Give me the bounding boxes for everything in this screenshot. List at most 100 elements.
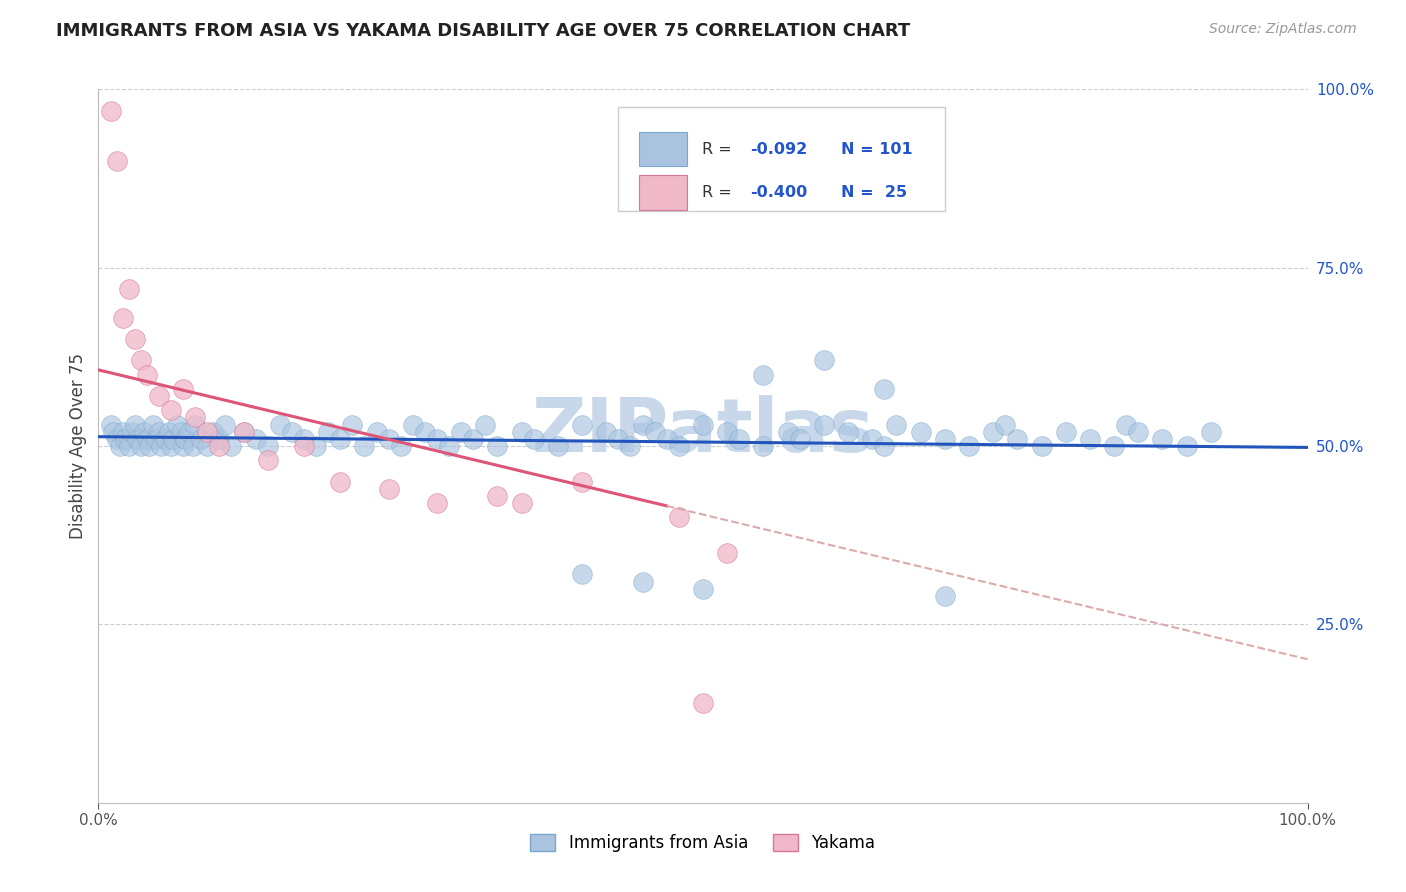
Point <box>172 439 194 453</box>
Point <box>571 417 593 432</box>
Text: Source: ZipAtlas.com: Source: ZipAtlas.com <box>1209 22 1357 37</box>
Bar <box>638 176 688 210</box>
Point <box>402 417 425 432</box>
Point <box>111 310 134 325</box>
Point <box>426 496 449 510</box>
Point <box>208 432 231 446</box>
Point <box>162 432 184 446</box>
Point <box>1152 432 1174 446</box>
Point <box>121 425 143 439</box>
Point <box>595 425 617 439</box>
Text: N =  25: N = 25 <box>841 185 907 200</box>
Point <box>752 439 775 453</box>
Point <box>118 439 141 453</box>
Point <box>202 425 225 439</box>
Point <box>108 439 131 453</box>
Point <box>134 425 156 439</box>
Point <box>860 432 883 446</box>
Point <box>934 432 956 446</box>
Point <box>813 353 835 368</box>
Point <box>150 439 173 453</box>
Point <box>114 432 136 446</box>
Point <box>124 332 146 346</box>
Point <box>1128 425 1150 439</box>
Point <box>692 696 714 710</box>
Point <box>232 425 254 439</box>
Point <box>510 425 533 439</box>
Point <box>105 432 128 446</box>
Point <box>910 425 932 439</box>
Point <box>873 439 896 453</box>
Point <box>510 496 533 510</box>
Point <box>221 439 243 453</box>
Point <box>329 475 352 489</box>
Point <box>305 439 328 453</box>
Point <box>571 567 593 582</box>
Point <box>450 425 472 439</box>
Point <box>111 425 134 439</box>
Point <box>413 425 436 439</box>
Point <box>256 453 278 467</box>
Point <box>316 425 339 439</box>
Point <box>256 439 278 453</box>
Point <box>668 510 690 524</box>
Point <box>486 439 509 453</box>
Point <box>129 353 152 368</box>
Point <box>124 417 146 432</box>
Point <box>195 439 218 453</box>
Point <box>692 417 714 432</box>
Point <box>668 439 690 453</box>
Point <box>389 439 412 453</box>
Point <box>474 417 496 432</box>
Point <box>934 589 956 603</box>
Point <box>174 432 197 446</box>
Point <box>1115 417 1137 432</box>
Point <box>1054 425 1077 439</box>
Point <box>1031 439 1053 453</box>
Point <box>377 432 399 446</box>
Point <box>148 425 170 439</box>
Point <box>190 432 212 446</box>
Point <box>1102 439 1125 453</box>
Point <box>728 432 751 446</box>
Text: -0.092: -0.092 <box>751 142 807 157</box>
Point <box>269 417 291 432</box>
Point <box>644 425 666 439</box>
Point <box>329 432 352 446</box>
Point <box>353 439 375 453</box>
Point <box>873 382 896 396</box>
Point <box>181 439 204 453</box>
Point <box>776 425 799 439</box>
Point <box>886 417 908 432</box>
Point <box>571 475 593 489</box>
Point <box>184 417 207 432</box>
Point <box>100 103 122 118</box>
Point <box>631 417 654 432</box>
Point <box>813 417 835 432</box>
Point <box>607 432 630 446</box>
Text: -0.400: -0.400 <box>751 185 807 200</box>
Point <box>377 482 399 496</box>
Point <box>245 432 267 446</box>
Text: IMMIGRANTS FROM ASIA VS YAKAMA DISABILITY AGE OVER 75 CORRELATION CHART: IMMIGRANTS FROM ASIA VS YAKAMA DISABILIT… <box>56 22 911 40</box>
Point <box>208 439 231 453</box>
Point <box>366 425 388 439</box>
Point <box>994 417 1017 432</box>
Text: ZIPatlas: ZIPatlas <box>531 395 875 468</box>
Point <box>486 489 509 503</box>
Text: R =: R = <box>702 185 737 200</box>
FancyBboxPatch shape <box>619 107 945 211</box>
Point <box>426 432 449 446</box>
Point <box>342 417 364 432</box>
Point <box>232 425 254 439</box>
Bar <box>638 132 688 166</box>
Point <box>292 439 315 453</box>
Point <box>957 439 980 453</box>
Point <box>166 417 188 432</box>
Point <box>281 425 304 439</box>
Point <box>1199 425 1222 439</box>
Point <box>142 417 165 432</box>
Point <box>148 389 170 403</box>
Point <box>437 439 460 453</box>
Point <box>1175 439 1198 453</box>
